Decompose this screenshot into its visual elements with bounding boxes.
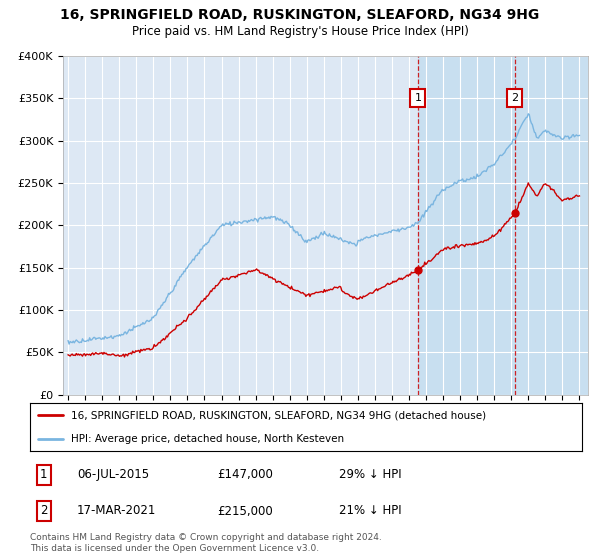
Text: 16, SPRINGFIELD ROAD, RUSKINGTON, SLEAFORD, NG34 9HG: 16, SPRINGFIELD ROAD, RUSKINGTON, SLEAFO…	[61, 8, 539, 22]
Text: 1: 1	[415, 94, 421, 104]
Text: £147,000: £147,000	[218, 468, 274, 481]
Text: Contains HM Land Registry data © Crown copyright and database right 2024.
This d: Contains HM Land Registry data © Crown c…	[30, 533, 382, 553]
Text: 2: 2	[40, 505, 47, 517]
Text: HPI: Average price, detached house, North Kesteven: HPI: Average price, detached house, Nort…	[71, 434, 344, 444]
Text: 17-MAR-2021: 17-MAR-2021	[77, 505, 156, 517]
Text: Price paid vs. HM Land Registry's House Price Index (HPI): Price paid vs. HM Land Registry's House …	[131, 25, 469, 38]
Text: 2: 2	[511, 94, 518, 104]
Text: 06-JUL-2015: 06-JUL-2015	[77, 468, 149, 481]
Text: 16, SPRINGFIELD ROAD, RUSKINGTON, SLEAFORD, NG34 9HG (detached house): 16, SPRINGFIELD ROAD, RUSKINGTON, SLEAFO…	[71, 410, 487, 420]
Bar	[418, 56, 588, 395]
Text: 21% ↓ HPI: 21% ↓ HPI	[339, 505, 402, 517]
Text: £215,000: £215,000	[218, 505, 274, 517]
Text: 29% ↓ HPI: 29% ↓ HPI	[339, 468, 402, 481]
Text: 1: 1	[40, 468, 47, 481]
